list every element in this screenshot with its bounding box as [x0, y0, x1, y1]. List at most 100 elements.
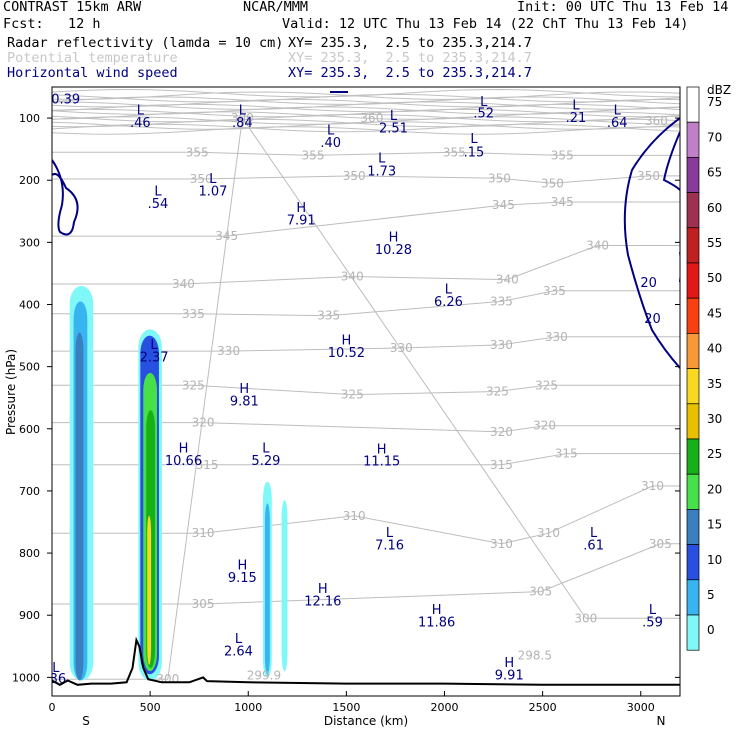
theta-label: 325 [341, 388, 364, 402]
theta-label: 340 [496, 273, 519, 287]
theta-label: 340 [586, 238, 609, 252]
colorbar-swatch [686, 157, 700, 193]
field-wind-xy: XY= 235.3, 2.5 to 235.3,214.7 [288, 65, 532, 81]
wind-label: L [445, 283, 453, 298]
model-title: CONTRAST 15km ARW [3, 0, 142, 15]
colorbar-swatch [686, 614, 700, 651]
wind-label: L [470, 132, 478, 147]
wind-label: H [179, 442, 189, 457]
wind-contours [52, 91, 680, 369]
theta-label: 325 [535, 378, 558, 392]
wind-label: H [504, 656, 514, 671]
theta-label: 335 [543, 284, 566, 298]
theta-label: 335 [182, 307, 205, 321]
wind-contour-line [662, 131, 680, 191]
theta-contour-line [52, 94, 680, 103]
theta-contour-line [52, 384, 680, 396]
theta-label: 330 [217, 344, 240, 358]
wind-label: 1.73 [367, 165, 396, 180]
theta-label: 335 [490, 294, 513, 308]
wind-label: .61 [583, 539, 604, 554]
wind-label: L [590, 526, 598, 541]
init-time: Init: 00 UTC Thu 13 Feb 14 [517, 0, 729, 15]
colorbar-label: 45 [707, 306, 722, 320]
y-tick-label: 900 [19, 609, 40, 622]
wind-label: L [386, 526, 394, 541]
x-tick-label: 1500 [332, 701, 360, 714]
wind-label: L [52, 661, 60, 676]
wind-label: H [237, 559, 247, 574]
y-axis-label: Pressure (hPa) [4, 349, 18, 435]
colorbar-swatch [686, 509, 700, 545]
theta-label: 305 [529, 585, 552, 599]
center-name: NCAR/MMM [243, 0, 309, 15]
field-theta-xy: XY= 235.3, 2.5 to 235.3,214.7 [288, 50, 532, 66]
valid-time: Valid: 12 UTC Thu 13 Feb 14 (22 ChT Thu … [282, 16, 689, 32]
theta-label: 350 [488, 171, 511, 185]
reflectivity-column [281, 500, 288, 672]
wind-label: 10.28 [375, 243, 412, 258]
wind-label: 12.16 [304, 595, 341, 610]
wind-label: 11.86 [418, 616, 455, 631]
wind-label: .64 [607, 116, 628, 131]
wind-label: L [614, 104, 622, 119]
wind-label: 5.29 [251, 454, 280, 469]
theta-label: 300 [574, 611, 597, 625]
theta-label: 355 [551, 148, 574, 162]
theta-contour-line [52, 201, 680, 237]
colorbar-swatch [686, 86, 700, 123]
wind-label: 10.52 [328, 346, 365, 361]
north-label: N [657, 714, 666, 728]
wind-label: L [154, 184, 162, 199]
theta-contour-line [52, 336, 680, 352]
y-tick-label: 700 [19, 485, 40, 498]
theta-label: 345 [551, 195, 574, 209]
wind-label: L [150, 338, 158, 353]
wind-label: 0.39 [51, 92, 80, 107]
wind-label: L [378, 151, 386, 166]
theta-contour-line [52, 101, 680, 110]
theta-label: 320 [533, 419, 556, 433]
wind-label: L [480, 95, 488, 110]
wind-label: .59 [642, 616, 663, 631]
colorbar-swatch [686, 368, 700, 405]
theta-label: 298.5 [518, 649, 552, 663]
theta-label: 340 [172, 277, 195, 291]
wind-label: 7.91 [287, 214, 316, 229]
axes: 100 200 300 400 500 600 700 800 900 1000 0 500 1000 1… [12, 112, 680, 714]
theta-label: 330 [490, 338, 513, 352]
colorbar-label: 70 [707, 130, 722, 144]
theta-label: 315 [196, 458, 219, 472]
wind-label: H [432, 603, 442, 618]
wind-label: H [377, 442, 387, 457]
theta-contour-line [52, 126, 680, 135]
theta-label: 310 [343, 509, 366, 523]
theta-contour-line [52, 485, 680, 545]
theta-contour-line [52, 118, 680, 128]
wind-label: H [296, 201, 306, 216]
theta-contour-line [52, 245, 680, 285]
theta-contour-line [52, 175, 680, 184]
theta-contour-line [52, 108, 680, 118]
wind-label: L [390, 109, 398, 124]
wind-label: .54 [148, 197, 169, 212]
plot-frame [51, 86, 681, 697]
theta-label: 360 [645, 114, 668, 128]
theta-label: 320 [192, 416, 215, 430]
colorbar-swatch [686, 544, 700, 581]
colorbar-unit: dBZ [707, 83, 731, 97]
y-tick-label: 400 [19, 299, 40, 312]
reflectivity-shading [69, 285, 288, 681]
colorbar-label: 20 [707, 482, 722, 496]
colorbar-swatch [686, 192, 700, 229]
colorbar-label: 50 [707, 271, 722, 285]
wind-label: 10.66 [165, 454, 202, 469]
theta-label: 325 [486, 385, 509, 399]
theta-label: 320 [490, 425, 513, 439]
field-reflectivity-xy: XY= 235.3, 2.5 to 235.3,214.7 [288, 35, 532, 51]
theta-label: 299.9 [247, 668, 281, 682]
x-tick-label: 500 [140, 701, 161, 714]
wind-contour-line [623, 117, 680, 369]
wind-label: L [235, 632, 243, 647]
theta-contour-line [52, 103, 680, 113]
